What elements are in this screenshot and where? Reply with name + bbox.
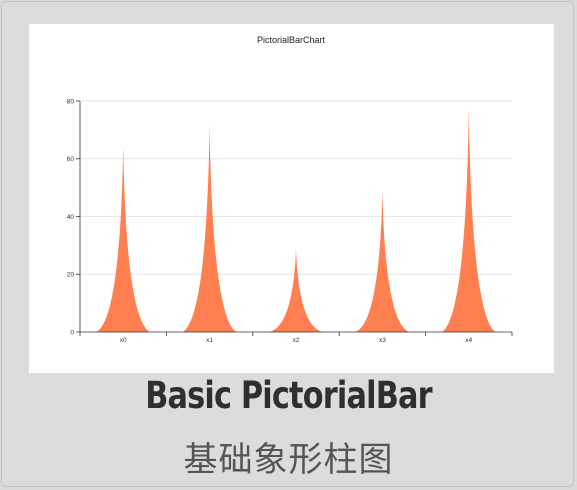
y-tick-label: 40 bbox=[67, 214, 75, 221]
x-tick-label: x0 bbox=[120, 337, 127, 344]
x-tick-label: x2 bbox=[293, 337, 300, 344]
y-tick-label: 60 bbox=[67, 156, 75, 163]
example-title: Basic PictorialBar bbox=[145, 374, 432, 417]
grid-lines bbox=[80, 100, 512, 275]
bar-x1[interactable] bbox=[182, 124, 237, 332]
bar-x2[interactable] bbox=[269, 248, 323, 332]
y-tick-label: 0 bbox=[70, 329, 74, 336]
bars bbox=[96, 106, 496, 333]
x-tick-label: x4 bbox=[465, 337, 472, 344]
y-tick-label: 80 bbox=[67, 98, 75, 105]
chart-panel: PictorialBarChart 0 20 40 60 80 x0 x1 x2 x3 x4 bbox=[29, 24, 554, 373]
bar-x0[interactable] bbox=[96, 144, 150, 332]
bar-x4[interactable] bbox=[442, 106, 496, 333]
x-tick-label: x3 bbox=[379, 337, 386, 344]
bar-x3[interactable] bbox=[355, 190, 410, 332]
pictorial-bar-chart: PictorialBarChart 0 20 40 60 80 x0 x1 x2 x3 x4 bbox=[67, 35, 513, 344]
axes: 0 20 40 60 80 x0 x1 x2 x3 x4 bbox=[67, 98, 513, 344]
x-tick-label: x1 bbox=[206, 337, 213, 344]
chart-title: PictorialBarChart bbox=[257, 35, 326, 45]
y-tick-label: 20 bbox=[67, 272, 75, 279]
example-subtitle: 基础象形柱图 bbox=[183, 440, 394, 480]
